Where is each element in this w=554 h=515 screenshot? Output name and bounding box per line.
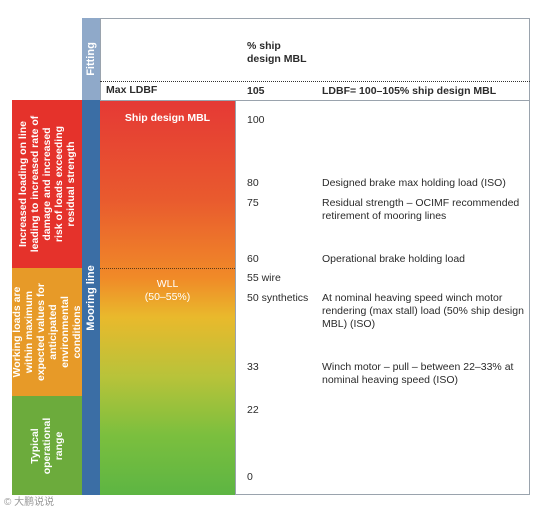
level-description: At nominal heaving speed winch motor ren… [322, 292, 524, 330]
level-value: 60 [247, 253, 259, 265]
mooring-line-strip: Mooring line [82, 100, 100, 495]
level-value: 33 [247, 361, 259, 373]
column-divider [235, 100, 236, 495]
level-value: 75 [247, 197, 259, 209]
level-value: 22 [247, 404, 259, 416]
wll-dotted-line [100, 268, 235, 269]
wll-range-label: (50–55%) [144, 291, 191, 303]
load-gradient-column [100, 100, 235, 495]
band-working-loads: Working loads are within maximum expecte… [11, 268, 83, 396]
level-value: 80 [247, 177, 259, 189]
band-typical-range: Typical operational range [12, 396, 82, 495]
fitting-strip: Fitting [82, 18, 100, 100]
level-description: Operational brake holding load [322, 253, 466, 265]
ship-design-mbl-label: Ship design MBL [124, 112, 211, 124]
pct-header-line1: % ship [247, 40, 281, 52]
level-description: Residual strength – OCIMF recommended re… [322, 197, 520, 222]
fitting-label: Fitting [85, 42, 97, 76]
max-ldbf-description: LDBF= 100–105% ship design MBL [322, 85, 497, 97]
wll-label: WLL [156, 278, 179, 290]
level-description: Winch motor – pull – between 22–33% at n… [322, 361, 514, 386]
max-ldbf-label: Max LDBF [106, 84, 158, 96]
max-ldbf-dotted-line [100, 81, 530, 82]
band-typical-range-text: Typical operational range [29, 417, 65, 474]
pct-header-line2: design MBL [247, 53, 307, 65]
level-value: 100 [247, 114, 265, 126]
watermark: © 大鹏说说 [4, 497, 55, 508]
level-value: 50 synthetics [247, 292, 309, 304]
band-working-loads-text: Working loads are within maximum expecte… [11, 282, 83, 382]
max-ldbf-value: 105 [247, 85, 265, 97]
mooring-line-label: Mooring line [85, 264, 97, 331]
level-value: 55 wire [247, 272, 281, 284]
band-increased-loading: Increased loading on line leading to inc… [12, 100, 82, 268]
level-value: 0 [247, 471, 253, 483]
level-description: Designed brake max holding load (ISO) [322, 177, 506, 189]
band-increased-loading-text: Increased loading on line leading to inc… [17, 115, 77, 253]
header-divider [100, 100, 530, 101]
